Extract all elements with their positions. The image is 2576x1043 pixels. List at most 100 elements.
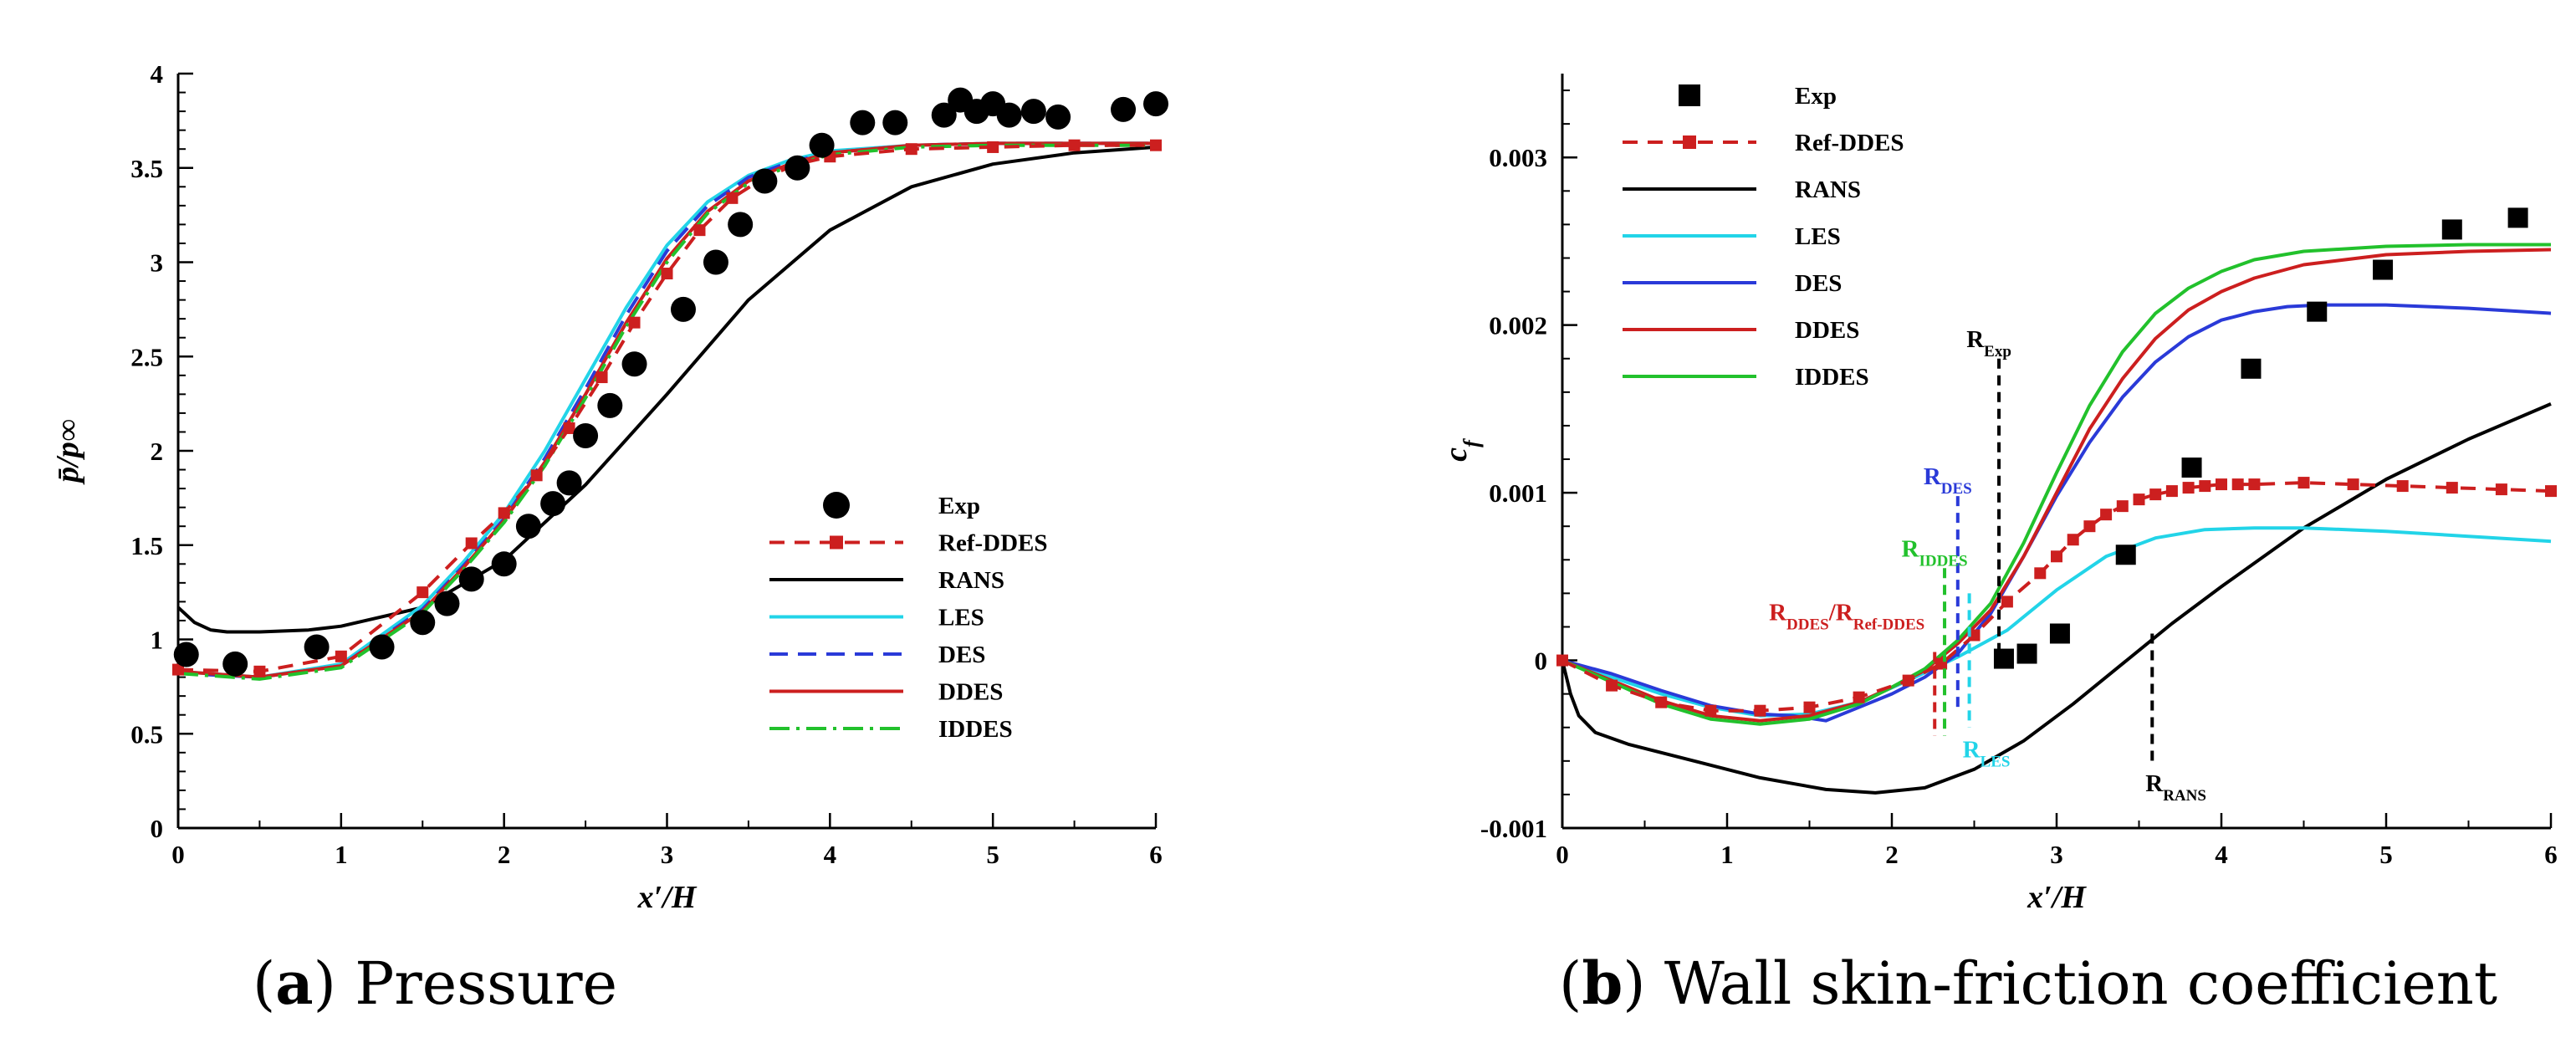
exp-data-point: [1143, 91, 1168, 117]
legend: Exp Ref-DDES RANS LES DES DDES IDDES: [769, 492, 1048, 743]
x-tick-label: 1: [1720, 840, 1734, 869]
annotation-des: RDES: [1924, 463, 1972, 711]
legend-swatch-marker: [830, 535, 843, 550]
ref-ddes-marker: [2067, 534, 2079, 546]
y-tick-label: 0.003: [1489, 143, 1547, 172]
legend-item-exp: Exp: [823, 492, 980, 519]
x-tick-label: 2: [498, 840, 511, 869]
legend-item-iddes: IDDES: [769, 716, 1013, 743]
series-ddes: [1561, 248, 2552, 723]
legend-label: DDES: [938, 679, 1003, 706]
y-tick-label: 3: [151, 248, 164, 278]
legend-label: IDDES: [1795, 364, 1869, 391]
exp-data-point: [2373, 259, 2394, 280]
annotation-label: RExp: [1966, 326, 2011, 360]
series-ref-ddes: [172, 139, 1162, 677]
ref-ddes-marker: [1968, 629, 1981, 642]
ref-ddes-marker: [2034, 567, 2047, 580]
ref-ddes-marker: [465, 537, 478, 550]
series-ddes: [177, 141, 1156, 679]
x-tick-label: 0: [171, 840, 185, 869]
x-axis-title: x′/H: [2027, 880, 2087, 915]
ref-ddes-marker: [1068, 139, 1081, 151]
ref-ddes-marker: [2199, 480, 2211, 493]
ref-ddes-marker: [172, 663, 184, 676]
ref-ddes-marker: [2248, 478, 2261, 491]
series-des: [1561, 303, 2552, 723]
legend-item-rans: RANS: [769, 567, 1004, 594]
ref-ddes-marker: [1150, 139, 1162, 151]
ref-ddes-marker: [1803, 701, 1816, 713]
caption-b: (b) Wall skin-friction coefficient: [1559, 948, 2497, 1018]
annotation-ddes: RDDES/RRef-DDES: [1769, 600, 1937, 736]
annotation-label: RDES: [1924, 463, 1972, 498]
y-tick-label: 0.001: [1489, 478, 1547, 508]
exp-data-point: [670, 296, 696, 322]
x-tick-label: 6: [2544, 840, 2558, 869]
exp-data-point: [304, 634, 330, 660]
exp-data-point: [2507, 207, 2528, 228]
ref-ddes-marker: [2182, 482, 2195, 494]
legend-item-rans: RANS: [1623, 176, 1861, 203]
y-tick-label: 3.5: [130, 154, 163, 183]
y-axis-title: cf: [1439, 438, 1484, 462]
legend-item-ddes: DDES: [1623, 317, 1859, 344]
ref-ddes-marker: [530, 469, 543, 482]
ref-ddes-marker: [2083, 520, 2096, 533]
legend-item-des: DES: [1623, 270, 1842, 297]
annotation-iddes: RIDDES: [1902, 535, 1968, 736]
des-line: [1561, 303, 2552, 723]
exp-data-point: [2441, 219, 2462, 240]
annotation-label: RIDDES: [1902, 535, 1968, 570]
exp-data-point: [410, 610, 436, 636]
x-tick-label: 1: [335, 840, 348, 869]
legend-label: Exp: [1795, 83, 1837, 110]
series-iddes: [1561, 243, 2551, 726]
ref-ddes-marker: [253, 665, 266, 677]
ref-ddes-marker: [2495, 483, 2507, 496]
exp-data-point: [728, 212, 754, 238]
exp-data-point: [703, 249, 728, 275]
ref-ddes-marker: [1556, 654, 1568, 667]
legend-swatch: [823, 492, 850, 519]
exp-data-point: [850, 110, 876, 135]
annotation-label: RRANS: [2145, 770, 2206, 805]
ref-ddes-marker: [498, 507, 510, 519]
ref-ddes-marker: [2001, 596, 2013, 608]
y-axis-title: p̄/p∞: [50, 419, 85, 485]
les-line: [177, 141, 1156, 679]
exp-data-point: [458, 566, 484, 592]
exp-data-point: [1020, 99, 1046, 125]
exp-data-point: [369, 634, 395, 660]
x-tick-label: 5: [986, 840, 999, 869]
x-tick-label: 3: [2050, 840, 2063, 869]
exp-data-point: [2016, 643, 2037, 664]
ref-ddes-marker: [335, 650, 347, 662]
chart-panel-skin-friction: 0 1 2 3 4 5 6 -0.001 0 0.001 0.002 0.003 x′/H cf RExp R…: [1439, 74, 2558, 915]
exp-data-point: [809, 132, 835, 158]
exp-data-point: [491, 551, 517, 577]
y-tick-label: -0.001: [1480, 814, 1547, 843]
ref-ddes-line: [177, 143, 1156, 673]
series-iddes: [177, 143, 1156, 681]
x-tick-label: 3: [661, 840, 674, 869]
ddes-line: [177, 141, 1156, 679]
exp-data-point: [2115, 545, 2136, 565]
ref-ddes-marker: [1754, 704, 1766, 717]
legend-label: RANS: [938, 567, 1004, 594]
legend-label: DDES: [1795, 317, 1859, 344]
series-des: [177, 141, 1156, 679]
ref-ddes-marker: [628, 316, 641, 329]
legend-label: Ref-DDES: [938, 530, 1048, 557]
annotation-rans: RRANS: [2145, 633, 2206, 804]
ref-ddes-marker: [563, 422, 575, 434]
ref-ddes-marker: [2231, 478, 2244, 491]
y-tick-label: 0.5: [130, 719, 163, 749]
legend-label: RANS: [1795, 176, 1861, 203]
exp-data-point: [222, 651, 248, 677]
y-tick-label: 2: [151, 437, 164, 466]
x-tick-label: 5: [2379, 840, 2393, 869]
rans-line: [1561, 402, 2552, 795]
ref-ddes-marker: [2396, 480, 2409, 493]
exp-data-point: [931, 102, 957, 128]
